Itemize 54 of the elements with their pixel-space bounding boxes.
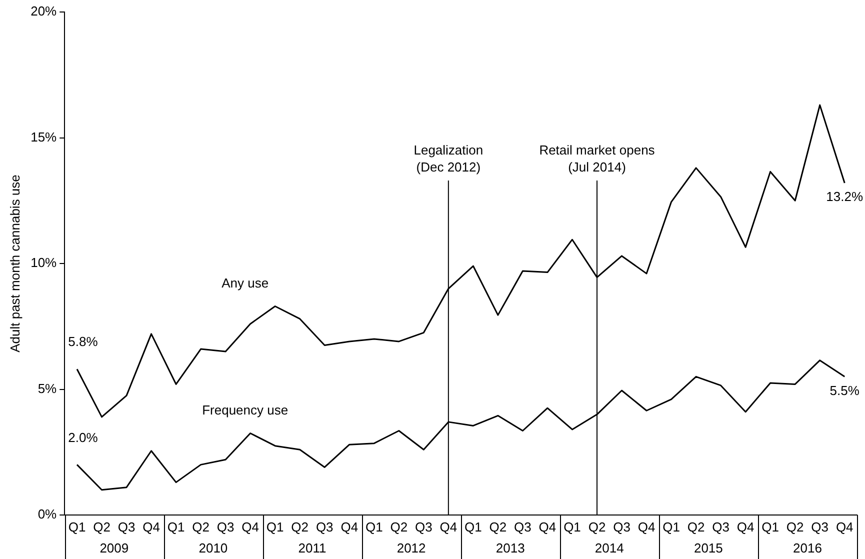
x-tick-label: Q4 (440, 520, 458, 535)
x-tick-label: Q3 (514, 520, 532, 535)
x-tick-label: Q4 (638, 520, 656, 535)
x-tick-label: Q1 (266, 520, 284, 535)
x-tick-label: Q3 (811, 520, 829, 535)
text: Retail market opens (Jul 2014) (539, 142, 655, 175)
x-tick-label: Q1 (564, 520, 581, 535)
series-label: Any use (222, 275, 269, 290)
data-label: 5.5% (830, 382, 860, 398)
y-tick-label: 15% (30, 129, 58, 144)
data-label: 5.8% (68, 334, 98, 350)
x-tick-label: Q1 (662, 520, 680, 535)
text: 2014 (594, 540, 624, 556)
x-tick-label: Q2 (192, 520, 210, 535)
text: Legalization (Dec 2012) (414, 142, 484, 175)
text: 2010 (198, 540, 228, 556)
x-tick-label: Q2 (489, 520, 507, 535)
x-tick-label: Q4 (242, 520, 260, 535)
text: 2015 (694, 540, 723, 556)
x-tick-label: Q3 (316, 520, 334, 535)
x-tick-label: Q1 (68, 520, 86, 535)
x-tick-label: Q2 (588, 520, 606, 535)
data-label: 13.2% (826, 189, 864, 204)
x-tick-label: Q2 (291, 520, 309, 535)
data-label: 2.0% (68, 430, 98, 445)
x-tick-label: Q1 (762, 520, 780, 535)
series-label: Frequency use (202, 402, 288, 418)
x-tick-label: Q3 (118, 520, 136, 535)
x-tick-label: Q3 (414, 520, 432, 535)
text: 2016 (793, 540, 822, 556)
x-tick-label: Q4 (538, 520, 556, 535)
x-tick-label: Q2 (93, 520, 110, 535)
text: 2011 (298, 540, 326, 556)
x-tick-label: Q2 (390, 520, 408, 535)
y-tick-label: 10% (30, 255, 58, 270)
x-tick-label: Q4 (142, 520, 160, 535)
y-tick-label: 5% (38, 380, 58, 396)
y-axis-title: Adult past month cannabis use (7, 174, 22, 352)
x-tick-label: Q1 (365, 520, 383, 535)
text: 2009 (100, 540, 129, 556)
x-tick-label: Q4 (836, 520, 854, 535)
x-tick-label: Q3 (216, 520, 234, 535)
x-tick-label: Q4 (340, 520, 358, 535)
x-tick-label: Q1 (167, 520, 185, 535)
text: 2013 (496, 540, 525, 556)
x-tick-label: Q3 (712, 520, 730, 535)
x-tick-label: Q3 (613, 520, 630, 535)
x-tick-label: Q4 (736, 520, 754, 535)
y-tick-label: 0% (38, 506, 58, 522)
text: 2012 (396, 540, 426, 556)
y-tick-label: 20% (30, 4, 58, 19)
x-tick-label: Q1 (464, 520, 482, 535)
x-tick-label: Q2 (786, 520, 804, 535)
x-tick-label: Q2 (687, 520, 705, 535)
